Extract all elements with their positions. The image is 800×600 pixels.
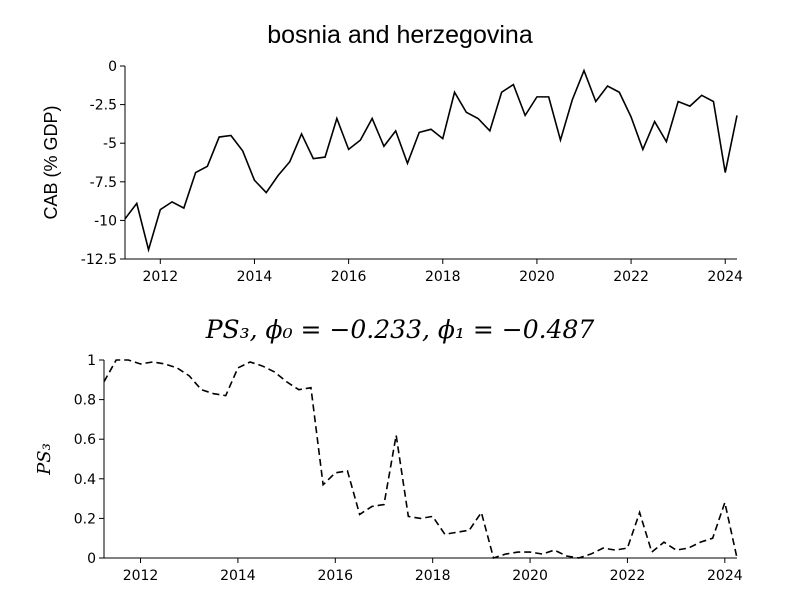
- y-tick-label: -10: [94, 213, 117, 229]
- y-tick-label: 0.2: [74, 511, 96, 527]
- x-tick-label: 2022: [613, 269, 649, 285]
- x-tick-label: 2018: [415, 568, 451, 584]
- y-tick-label: -7.5: [90, 175, 117, 191]
- y-tick-label: -12.5: [81, 252, 117, 268]
- x-tick-label: 2012: [142, 269, 178, 285]
- chart-title: bosnia and herzegovina: [267, 21, 533, 49]
- x-tick-label: 2016: [317, 568, 353, 584]
- x-tick-label: 2014: [220, 568, 256, 584]
- y-tick-label: 0: [87, 551, 96, 567]
- x-tick-label: 2022: [610, 568, 646, 584]
- y-tick-label: 1: [87, 353, 96, 369]
- data-line: [103, 359, 738, 560]
- x-tick-label: 2018: [425, 269, 461, 285]
- data-line: [124, 68, 738, 253]
- x-tick-label: 2020: [512, 568, 548, 584]
- x-tick-label: 2016: [331, 269, 367, 285]
- y-tick-label: 0.4: [74, 472, 96, 488]
- x-tick-label: 2024: [707, 568, 743, 584]
- y-tick-label: 0.8: [74, 393, 96, 409]
- x-tick-label: 2020: [519, 269, 555, 285]
- x-tick-label: 2014: [237, 269, 273, 285]
- y-tick-label: -5: [103, 136, 117, 152]
- y-axis-label: PS₃: [34, 443, 55, 476]
- y-axis-label: CAB (% GDP): [41, 105, 61, 219]
- x-tick-label: 2012: [123, 568, 159, 584]
- y-tick-label: 0: [108, 59, 117, 75]
- y-tick-label: 0.6: [74, 432, 96, 448]
- chart-title: PS₃, ϕ₀ = −0.233, ϕ₁ = −0.487: [205, 315, 595, 344]
- x-tick-label: 2024: [707, 269, 743, 285]
- y-tick-label: -2.5: [90, 98, 117, 114]
